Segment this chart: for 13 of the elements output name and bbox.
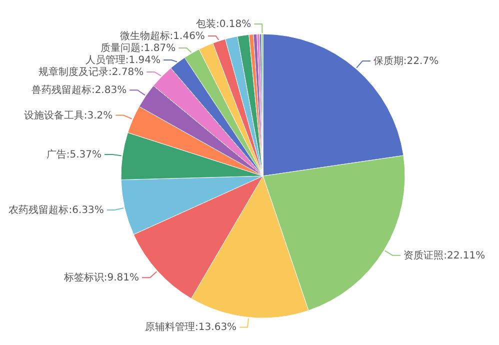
slice-label: 规章制度及记录:2.78% [38, 66, 144, 78]
slice-label: 人员管理:1.94% [85, 55, 161, 66]
slice-label: 包装:0.18% [196, 18, 252, 30]
slice-label: 广告:5.37% [46, 148, 102, 161]
slice-label: 兽药残留超标:2.83% [31, 84, 127, 96]
slice-label: 质量问题:1.87% [100, 42, 176, 54]
slice-label: 资质证照:22.11% [404, 249, 486, 262]
slice-label: 农药残留超标:6.33% [8, 204, 104, 216]
slice-label: 标签标识:9.81% [62, 272, 140, 284]
slice-label: 设施设备工具:3.2% [24, 109, 113, 122]
slice-label: 微生物超标:1.46% [120, 30, 205, 42]
slice-label: 保质期:22.7% [373, 55, 439, 68]
slice-label: 原辅料管理:13.63% [145, 321, 237, 334]
